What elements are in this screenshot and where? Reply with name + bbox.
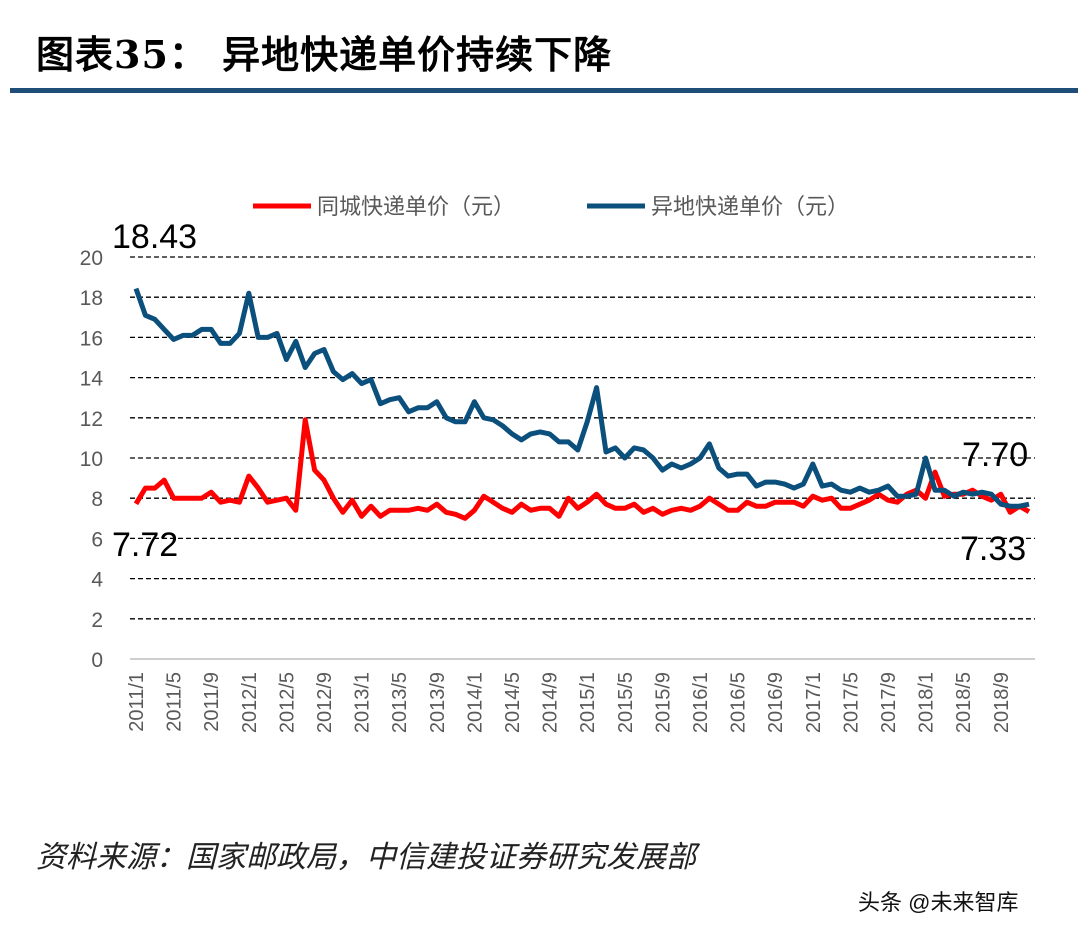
x-tick-label: 2016/5 (728, 672, 750, 733)
watermark: 头条 @未来智库 (858, 890, 1019, 915)
y-tick-label: 4 (91, 569, 103, 592)
x-tick-label: 2017/1 (803, 672, 825, 733)
x-tick-label: 2014/5 (502, 672, 524, 733)
x-tick-label: 2016/1 (690, 672, 712, 733)
y-tick-label: 6 (91, 528, 103, 551)
x-tick-label: 2017/5 (840, 672, 862, 733)
series-line-0 (133, 417, 1031, 521)
legend-label: 异地快递单价（元） (651, 194, 849, 219)
x-tick-label: 2014/9 (540, 672, 562, 733)
page-title: 图表35： 异地快递单价持续下降 (36, 32, 613, 77)
annotation-start-intercity: 18.43 (112, 218, 197, 256)
y-tick-label: 12 (80, 408, 103, 431)
y-tick-label: 10 (80, 448, 103, 471)
y-tick-label: 16 (80, 327, 103, 350)
x-tick-label: 2014/1 (464, 672, 486, 733)
x-tick-label: 2018/1 (916, 672, 938, 733)
y-tick-label: 2 (91, 609, 103, 632)
x-tick-label: 2015/5 (615, 672, 637, 733)
x-tick-label: 2012/5 (276, 672, 298, 733)
annotation-end-intercity: 7.70 (962, 436, 1028, 474)
x-tick-label: 2018/5 (953, 672, 975, 733)
x-tick-label: 2011/5 (164, 672, 186, 732)
x-tick-label: 2011/9 (201, 672, 223, 732)
x-tick-label: 2013/9 (427, 672, 449, 733)
legend-label: 同城快递单价（元） (317, 194, 515, 219)
title-divider (10, 88, 1078, 93)
x-tick-label: 2015/1 (577, 672, 599, 733)
annotation-end-local: 7.33 (960, 530, 1026, 568)
x-tick-label: 2013/5 (389, 672, 411, 733)
x-tick-label: 2011/1 (126, 672, 148, 732)
source-note: 资料来源：国家邮政局，中信建投证券研究发展部 (36, 840, 696, 875)
x-tick-label: 2016/9 (765, 672, 787, 733)
x-tick-label: 2017/9 (878, 672, 900, 733)
y-tick-label: 8 (91, 488, 103, 511)
x-tick-label: 2012/9 (314, 672, 336, 733)
annotation-start-local: 7.72 (112, 526, 178, 564)
y-tick-label: 18 (80, 287, 103, 310)
x-tick-label: 2015/9 (652, 672, 674, 733)
y-tick-label: 20 (80, 247, 103, 270)
x-tick-label: 2012/1 (239, 672, 261, 733)
y-tick-label: 14 (80, 368, 104, 391)
y-tick-label: 0 (91, 649, 103, 672)
series-line-1 (133, 287, 1030, 509)
x-tick-label: 2013/1 (352, 672, 374, 733)
x-tick-label: 2018/9 (991, 672, 1013, 733)
